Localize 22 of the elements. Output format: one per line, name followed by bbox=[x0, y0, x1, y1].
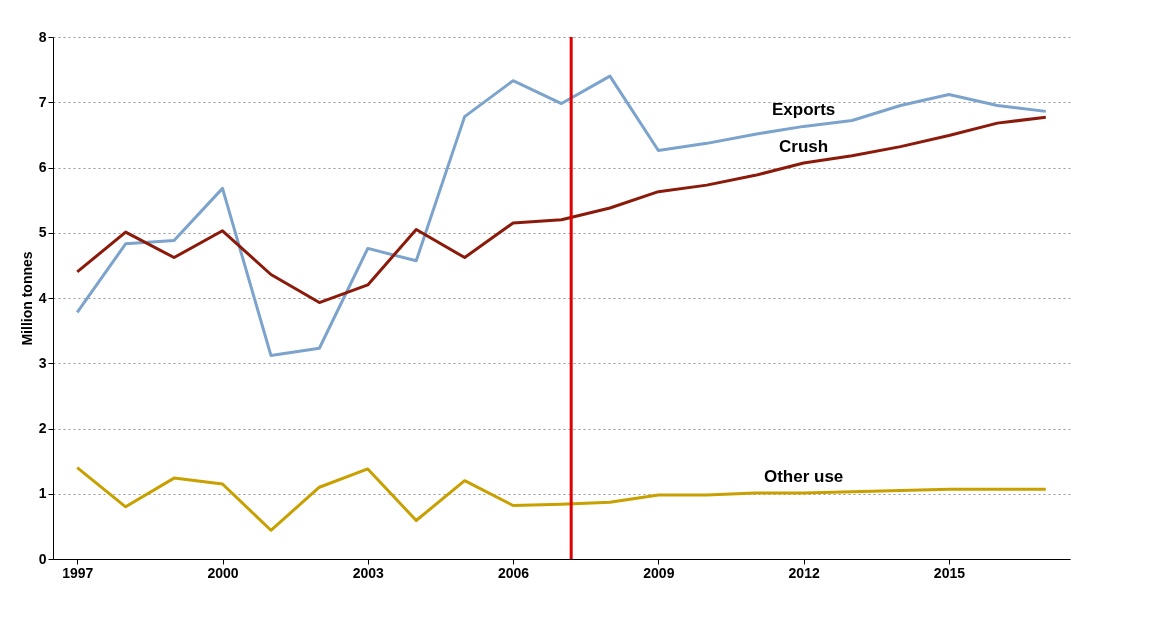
y-tick-label: 6 bbox=[38, 159, 47, 175]
line-series bbox=[75, 74, 1048, 357]
series-label: Exports bbox=[771, 100, 836, 120]
series-label: Other use bbox=[763, 467, 844, 487]
y-tick-label: 1 bbox=[38, 485, 47, 502]
y-tick-label: 4 bbox=[38, 289, 47, 306]
y-tick-label: 5 bbox=[38, 224, 47, 241]
x-tick-label: 2003 bbox=[352, 564, 385, 581]
x-tick-label: 1997 bbox=[62, 564, 94, 581]
x-tick-label: 2012 bbox=[788, 564, 820, 581]
y-tick-label: 7 bbox=[38, 93, 47, 110]
x-tick-label: 2009 bbox=[643, 564, 675, 581]
y-tick-label: 3 bbox=[38, 354, 47, 371]
series-label: Crush bbox=[779, 136, 829, 156]
y-tick-label: 8 bbox=[38, 28, 47, 45]
x-tick-label: 2006 bbox=[497, 564, 530, 581]
x-tick-label: 2000 bbox=[207, 564, 239, 581]
y-tick-label: 2 bbox=[38, 420, 47, 436]
x-tick-label: 2015 bbox=[933, 564, 966, 581]
y-tick-label: 0 bbox=[38, 550, 47, 567]
line-series bbox=[75, 466, 1048, 532]
y-axis-title: Million tonnes bbox=[18, 251, 35, 346]
